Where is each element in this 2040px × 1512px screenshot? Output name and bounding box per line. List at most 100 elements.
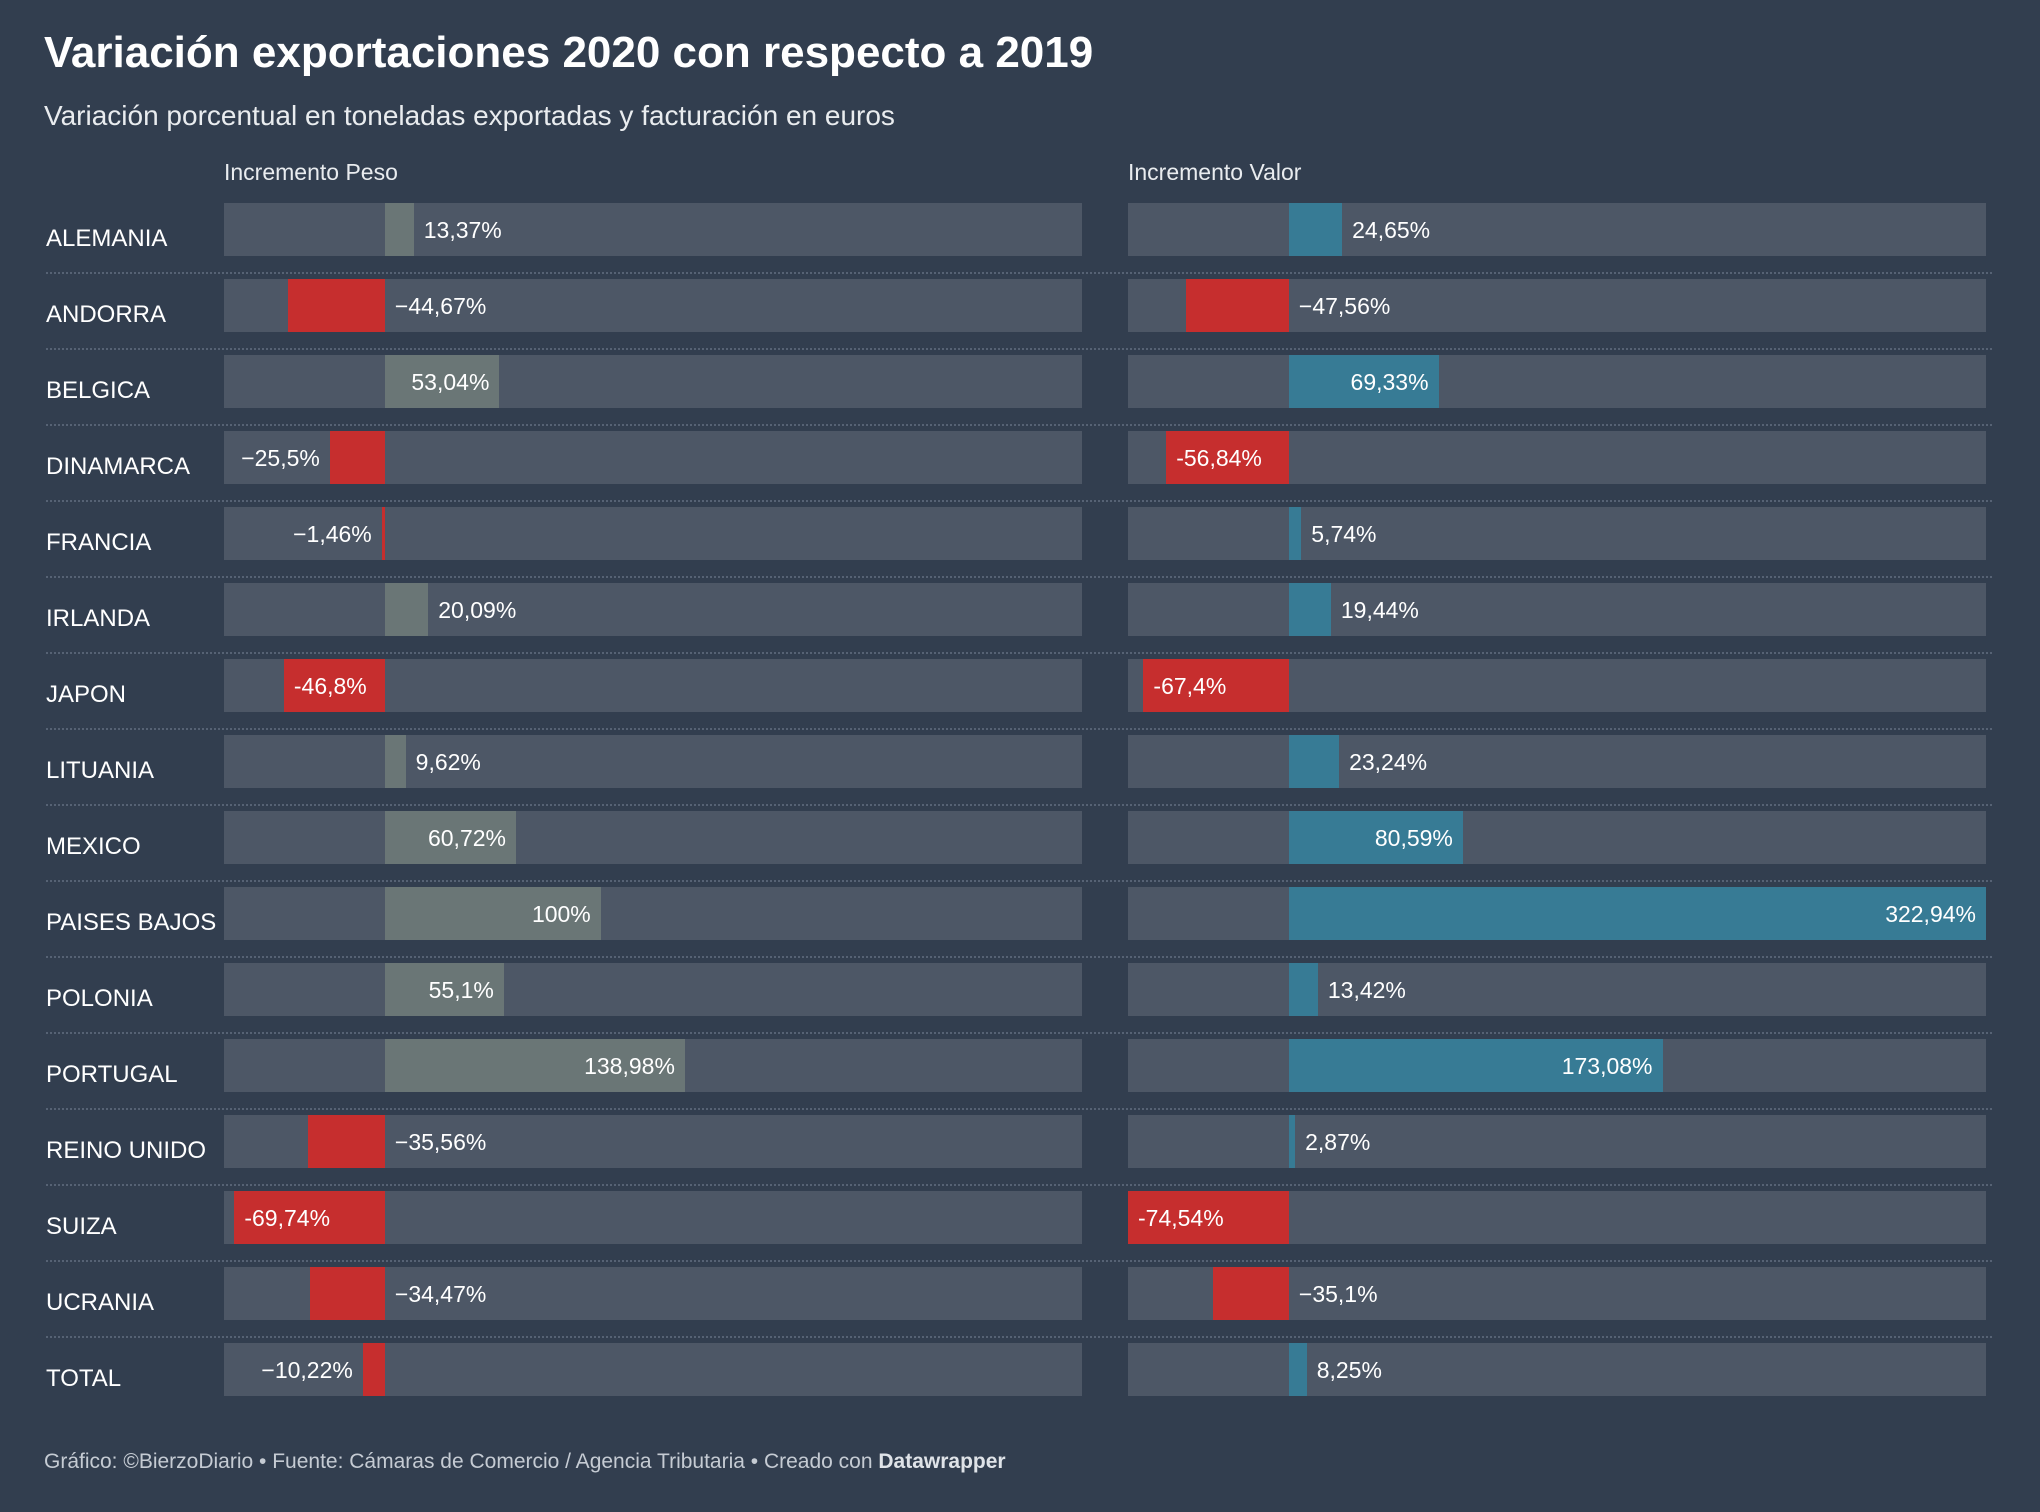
data-label-peso: −35,56%	[394, 1129, 487, 1155]
row-divider	[46, 652, 1992, 654]
data-label-valor: -56,84%	[1176, 445, 1262, 471]
bar-valor[interactable]	[1143, 659, 1289, 712]
table-row: IRLANDA 20,09% 19,44%	[0, 576, 2040, 659]
bar-peso[interactable]	[234, 1191, 385, 1244]
table-row: PORTUGAL 138,98% 173,08%	[0, 1032, 2040, 1115]
bar-track-valor	[1128, 1115, 1986, 1168]
bar-valor[interactable]	[1288, 507, 1302, 560]
row-divider	[46, 804, 1992, 806]
data-label-peso: 13,37%	[423, 217, 502, 243]
bar-peso[interactable]	[384, 735, 406, 788]
bar-valor[interactable]	[1288, 1039, 1663, 1092]
row-divider	[46, 1032, 1992, 1034]
data-label-valor: 69,33%	[1350, 369, 1429, 395]
bar-valor[interactable]	[1166, 431, 1289, 484]
bar-peso[interactable]	[362, 1343, 385, 1396]
bar-peso[interactable]	[384, 811, 516, 864]
data-label-valor: -67,4%	[1153, 673, 1227, 699]
row-divider	[46, 348, 1992, 350]
bar-valor[interactable]	[1288, 203, 1343, 256]
bar-valor[interactable]	[1186, 279, 1289, 332]
category-label: ANDORRA	[46, 301, 167, 328]
bar-valor[interactable]	[1288, 1343, 1307, 1396]
category-label: BELGICA	[46, 377, 151, 404]
data-label-valor: 5,74%	[1311, 521, 1377, 547]
data-label-peso: −10,22%	[261, 1357, 353, 1383]
column-header-peso: Incremento Peso	[224, 159, 398, 185]
table-row: POLONIA 55,1% 13,42%	[0, 956, 2040, 1039]
data-label-peso: 53,04%	[411, 369, 490, 395]
category-label: REINO UNIDO	[46, 1137, 207, 1164]
row-divider	[46, 1184, 1992, 1186]
footer-brand[interactable]: Datawrapper	[878, 1450, 1006, 1473]
table-row: ANDORRA −44,67% −47,56%	[0, 272, 2040, 355]
table-row: FRANCIA −1,46% 5,74%	[0, 500, 2040, 583]
bar-valor[interactable]	[1288, 811, 1463, 864]
bar-peso[interactable]	[310, 1267, 385, 1320]
bar-peso[interactable]	[381, 507, 385, 560]
chart-title: Variación exportaciones 2020 con respect…	[44, 28, 1094, 77]
data-label-valor: -74,54%	[1138, 1205, 1224, 1231]
data-label-valor: 24,65%	[1352, 217, 1431, 243]
bar-valor[interactable]	[1288, 887, 1986, 940]
table-row: MEXICO 60,72% 80,59%	[0, 804, 2040, 887]
bar-peso[interactable]	[384, 355, 500, 408]
category-label: JAPON	[46, 681, 127, 708]
bar-peso[interactable]	[283, 659, 385, 712]
table-row: PAISES BAJOS 100% 322,94%	[0, 880, 2040, 963]
data-label-valor: 19,44%	[1340, 597, 1419, 623]
data-label-valor: −47,56%	[1298, 293, 1391, 319]
data-label-peso: -69,74%	[244, 1205, 331, 1231]
bar-track-peso	[224, 583, 1082, 636]
bar-peso[interactable]	[384, 887, 601, 940]
bar-valor[interactable]	[1288, 355, 1439, 408]
table-row: REINO UNIDO −35,56% 2,87%	[0, 1108, 2040, 1191]
bar-track-valor	[1128, 583, 1986, 636]
table-row: ALEMANIA 13,37% 24,65%	[0, 203, 2040, 279]
bar-track-peso	[224, 735, 1082, 788]
bar-valor[interactable]	[1213, 1267, 1289, 1320]
table-row: SUIZA -69,74% -74,54%	[0, 1184, 2040, 1267]
bar-track-valor	[1128, 963, 1986, 1016]
bar-peso[interactable]	[329, 431, 385, 484]
bar-track-peso	[224, 887, 1082, 940]
bar-track-valor	[1128, 735, 1986, 788]
category-label: SUIZA	[46, 1213, 117, 1240]
data-label-peso: −1,46%	[293, 521, 372, 547]
bar-peso[interactable]	[384, 963, 504, 1016]
data-label-peso: −44,67%	[394, 293, 487, 319]
bar-valor[interactable]	[1128, 1191, 1289, 1244]
category-label: ALEMANIA	[46, 225, 168, 252]
bar-valor[interactable]	[1288, 735, 1340, 788]
bar-peso[interactable]	[308, 1115, 385, 1168]
category-label: DINAMARCA	[46, 453, 191, 480]
data-label-valor: 13,42%	[1327, 977, 1406, 1003]
bar-track-valor	[1128, 507, 1986, 560]
row-divider	[46, 1108, 1992, 1110]
bar-peso[interactable]	[384, 1039, 685, 1092]
row-divider	[46, 880, 1992, 882]
bar-track-valor	[1128, 203, 1986, 256]
data-label-peso: -46,8%	[293, 673, 367, 699]
bar-track-peso	[224, 203, 1082, 256]
bar-valor[interactable]	[1288, 963, 1318, 1016]
bar-track-valor	[1128, 1343, 1986, 1396]
table-row: UCRANIA −34,47% −35,1%	[0, 1260, 2040, 1343]
row-divider	[46, 272, 1992, 274]
bar-valor[interactable]	[1288, 583, 1331, 636]
bar-peso[interactable]	[288, 279, 385, 332]
category-label: MEXICO	[46, 833, 141, 860]
bar-track-peso	[224, 355, 1082, 408]
row-divider	[46, 1336, 1992, 1338]
category-label: UCRANIA	[46, 1289, 155, 1316]
footer-credits: Gráfico: ©BierzoDiario • Fuente: Cámaras…	[44, 1450, 879, 1473]
bar-peso[interactable]	[384, 583, 429, 636]
category-label: TOTAL	[46, 1365, 122, 1392]
bar-valor[interactable]	[1288, 1115, 1296, 1168]
column-header-valor: Incremento Valor	[1128, 159, 1302, 185]
row-divider	[46, 728, 1992, 730]
data-label-peso: 9,62%	[415, 749, 481, 775]
category-label: PORTUGAL	[46, 1061, 178, 1088]
bar-peso[interactable]	[384, 203, 414, 256]
